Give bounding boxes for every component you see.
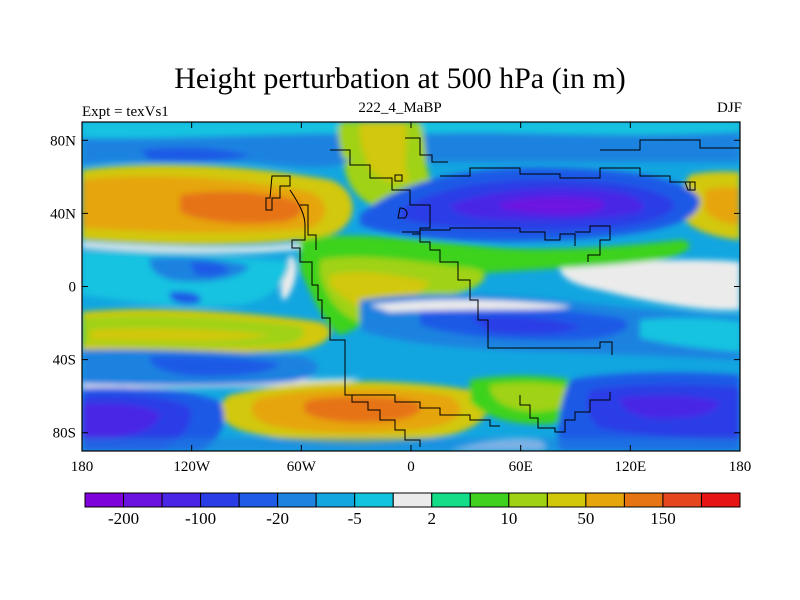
lon-tick-label: 120W <box>173 459 211 475</box>
colorbar-box <box>238 492 279 508</box>
colorbar-box <box>354 492 394 508</box>
lat-tick-label: 40S <box>53 353 76 369</box>
colorbar-box <box>469 492 510 508</box>
colorbar-box <box>508 492 548 508</box>
lon-tick-label: 120E <box>614 459 646 475</box>
colorbar-label: 150 <box>650 509 676 528</box>
colorbar-box <box>84 492 125 508</box>
plot-title: Height perturbation at 500 hPa (in m) <box>174 62 626 95</box>
colorbar-box <box>700 492 741 508</box>
colorbar-label: -100 <box>185 509 216 528</box>
lat-tick-label: 80S <box>53 426 76 442</box>
colorbar-label: -20 <box>266 509 289 528</box>
colorbar-box <box>662 492 702 508</box>
colorbar-box <box>623 492 664 508</box>
lat-tick-label: 0 <box>69 280 77 296</box>
colorbar-box <box>315 492 356 508</box>
contour-field <box>82 122 740 451</box>
lon-tick-label: 60W <box>287 459 317 475</box>
colorbar-box <box>392 492 433 508</box>
lon-tick-label: 60E <box>509 459 533 475</box>
lon-tick-label: 180 <box>729 459 752 475</box>
axis-ticks: 80N 40N 0 40S 80S 180 120W 60W 0 60E 120E 180 <box>50 122 751 475</box>
colorbar-box <box>585 492 625 508</box>
colorbar-box <box>431 492 471 508</box>
colorbar-label: -5 <box>348 509 362 528</box>
colorbar-label: 10 <box>500 509 517 528</box>
colorbar-box <box>200 492 240 508</box>
lon-tick-label: 180 <box>71 459 94 475</box>
colorbar-box <box>161 492 202 508</box>
lat-tick-label: 40N <box>50 206 76 222</box>
colorbar-label: 50 <box>577 509 594 528</box>
colorbar-box <box>277 492 317 508</box>
run-label: 222_4_MaBP <box>358 100 442 116</box>
colorbar-box <box>546 492 587 508</box>
coastlines <box>265 137 740 447</box>
experiment-label: Expt = texVs1 <box>82 104 169 120</box>
colorbar-label: -200 <box>108 509 139 528</box>
season-label: DJF <box>716 100 742 116</box>
colorbar-label: 2 <box>428 509 437 528</box>
lon-tick-label: 0 <box>407 459 415 475</box>
colorbar-box <box>123 492 163 508</box>
colorbar: -200 -100 -20 -5 2 10 50 150 <box>84 492 741 528</box>
lat-tick-label: 80N <box>50 133 76 149</box>
